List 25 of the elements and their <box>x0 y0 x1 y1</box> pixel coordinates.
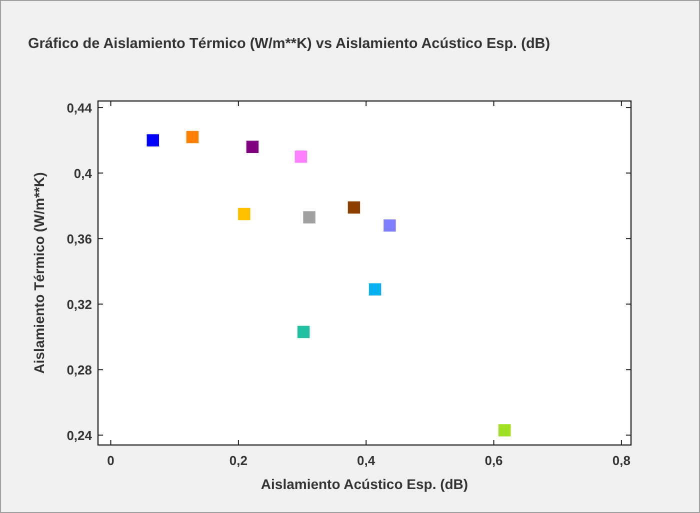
point <box>246 140 259 153</box>
y-tick-label: 0,24 <box>66 428 93 444</box>
x-tick-label: 0 <box>107 453 114 468</box>
y-tick-label: 0,36 <box>66 232 92 247</box>
point <box>303 211 316 224</box>
y-tick-label: 0,4 <box>74 166 93 182</box>
y-axis-title: Aislamiento Térmico (W/m**K) <box>31 172 47 374</box>
point <box>146 134 160 146</box>
point <box>238 208 250 220</box>
x-tick-label: 0,6 <box>484 453 503 468</box>
point <box>294 150 308 163</box>
point <box>348 201 360 214</box>
point <box>498 424 511 436</box>
x-tick-label: 0,4 <box>357 453 376 468</box>
y-tick-label: 0,44 <box>66 100 93 116</box>
y-tick-label: 0,28 <box>66 362 92 378</box>
chart-title: Gráfico de Aislamiento Térmico (W/m**K) vs Aislamiento Acústico Esp. (dB) <box>28 36 550 52</box>
y-tick-label: 0,32 <box>66 297 92 312</box>
point <box>186 130 199 144</box>
x-tick-label: 0,8 <box>612 453 630 468</box>
x-tick-label: 0,2 <box>229 453 248 468</box>
x-axis-title: Aislamiento Acústico Esp. (dB) <box>260 476 468 492</box>
point <box>297 326 310 338</box>
point <box>384 219 396 232</box>
point <box>368 283 382 296</box>
